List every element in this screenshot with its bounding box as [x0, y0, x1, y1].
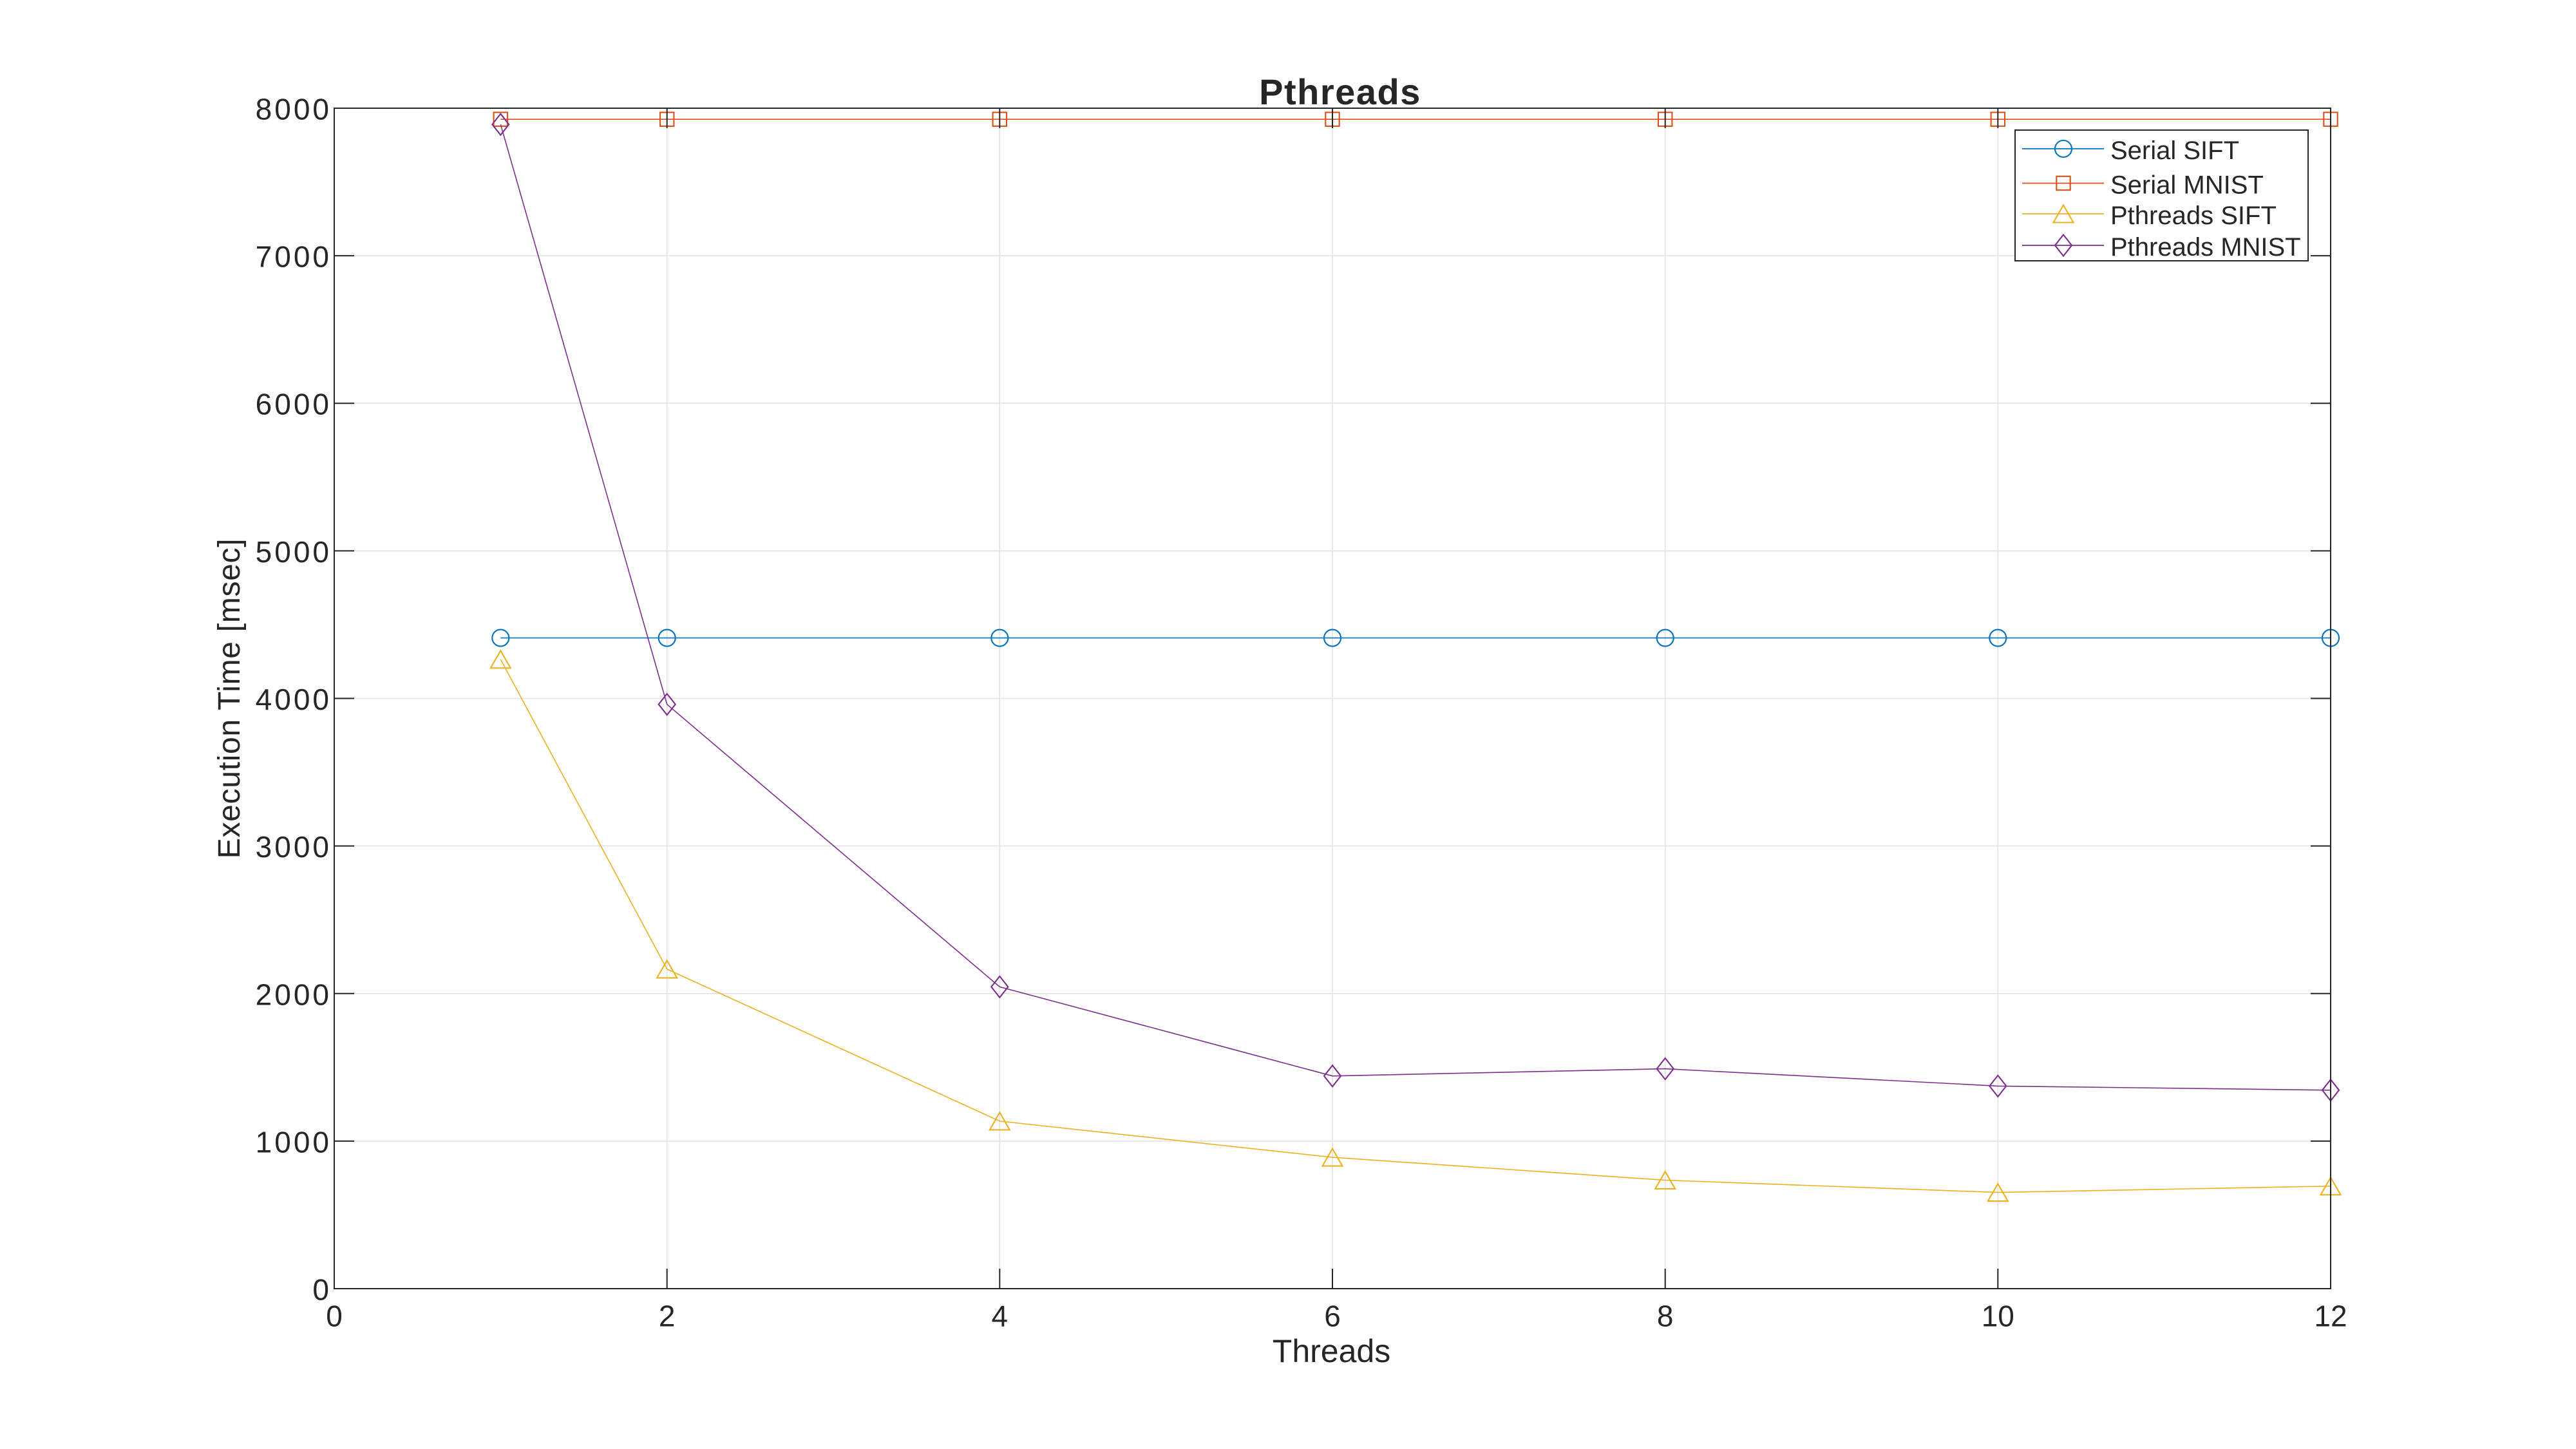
svg-text:Pthreads: Pthreads	[1259, 71, 1421, 112]
svg-text:6000: 6000	[256, 388, 332, 421]
svg-text:Serial SIFT: Serial SIFT	[2110, 137, 2239, 165]
svg-text:1000: 1000	[256, 1125, 332, 1159]
svg-text:Execution Time [msec]: Execution Time [msec]	[213, 538, 247, 859]
svg-text:4: 4	[992, 1300, 1009, 1333]
svg-text:6: 6	[1324, 1300, 1341, 1333]
svg-text:8: 8	[1657, 1300, 1674, 1333]
svg-text:0: 0	[312, 1273, 332, 1307]
svg-text:Pthreads SIFT: Pthreads SIFT	[2110, 202, 2277, 230]
svg-text:Pthreads MNIST: Pthreads MNIST	[2110, 233, 2301, 261]
svg-text:3000: 3000	[256, 830, 332, 864]
svg-text:0: 0	[326, 1300, 343, 1333]
svg-text:5000: 5000	[256, 535, 332, 569]
svg-text:7000: 7000	[256, 240, 332, 274]
svg-text:2000: 2000	[256, 978, 332, 1011]
svg-text:2: 2	[659, 1300, 676, 1333]
svg-text:4000: 4000	[256, 683, 332, 716]
svg-text:8000: 8000	[256, 93, 332, 126]
svg-text:12: 12	[2314, 1300, 2347, 1333]
svg-text:Threads: Threads	[1273, 1333, 1390, 1369]
svg-text:10: 10	[1982, 1300, 2014, 1333]
svg-text:Serial MNIST: Serial MNIST	[2110, 171, 2264, 200]
